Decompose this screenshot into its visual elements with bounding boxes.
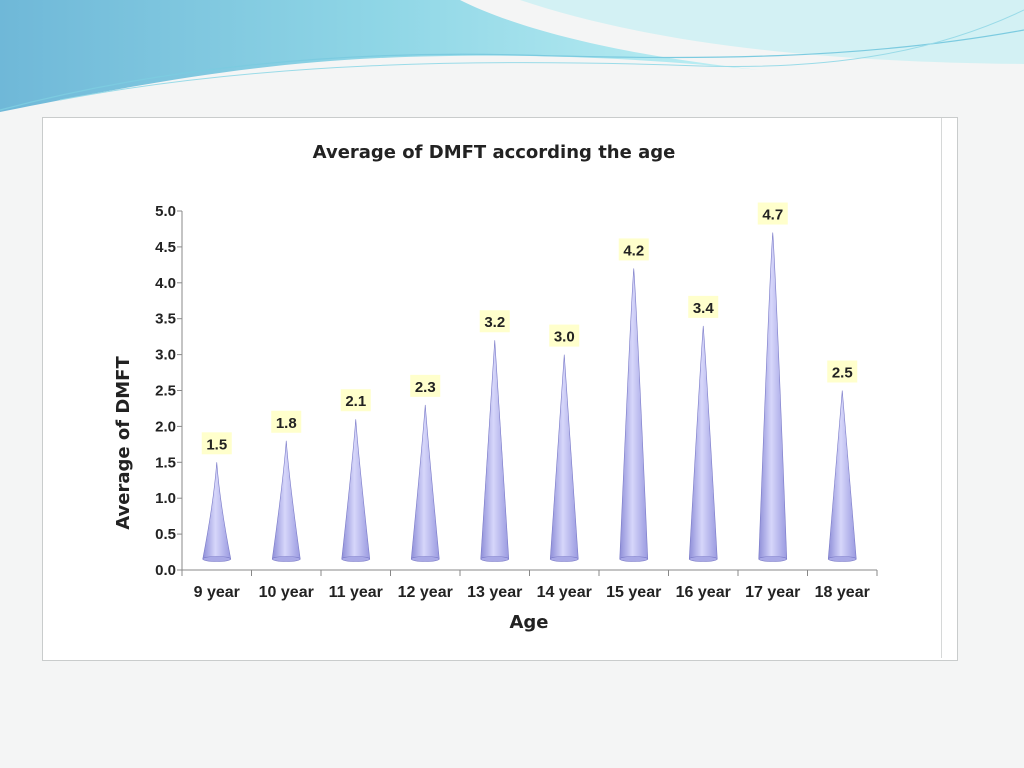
data-label: 1.5 <box>206 436 227 453</box>
y-tick-label: 3.0 <box>155 347 176 364</box>
y-axis-title: Average of DMFT <box>113 356 134 530</box>
y-tick-label: 4.0 <box>155 275 176 292</box>
cone-shape <box>410 404 440 562</box>
x-tick-label: 17 year <box>745 584 800 601</box>
y-tick-label: 3.5 <box>155 311 176 328</box>
data-label: 2.1 <box>345 393 366 410</box>
cone-base <box>549 556 579 562</box>
data-label-box <box>479 310 510 333</box>
x-tick-label: 11 year <box>329 584 383 601</box>
x-tick-label: 10 year <box>259 584 314 601</box>
y-tick-label: 0.0 <box>155 562 176 579</box>
cone-base <box>480 556 510 562</box>
y-tick-label: 5.0 <box>155 203 176 220</box>
cone-bar <box>688 325 718 562</box>
cone-base <box>202 556 232 562</box>
x-tick-label: 16 year <box>676 584 731 601</box>
y-tick-label: 1.0 <box>155 490 176 507</box>
cone-base <box>758 556 788 562</box>
cone-bar <box>271 440 301 562</box>
y-tick-label: 2.0 <box>155 418 176 435</box>
data-label-box <box>201 432 232 455</box>
cone-bar <box>549 354 579 562</box>
y-tick-label: 4.5 <box>155 239 176 256</box>
y-tick-label: 1.5 <box>155 454 176 471</box>
cone-shape <box>758 232 788 562</box>
cone-shape <box>341 419 371 562</box>
chart-title: Average of DMFT according the age <box>313 142 676 163</box>
axes: 0.0 0.5 1.0 1.5 2.0 2.5 3.0 3.5 4.0 4.5 5.0 9 year 1… <box>155 203 878 601</box>
data-label-box <box>410 374 441 397</box>
bar-chart: Average of DMFT according the age Age Av… <box>113 142 878 633</box>
cone-shape <box>619 268 649 562</box>
cone-bar <box>827 390 857 562</box>
cone-base <box>619 556 649 562</box>
cone-shape <box>549 354 579 562</box>
cone-shape <box>480 340 510 562</box>
data-label-box <box>549 324 580 347</box>
cone-bar <box>619 268 649 562</box>
cone-shape <box>271 440 301 562</box>
data-label: 4.7 <box>762 207 783 224</box>
cone-bar <box>480 340 510 562</box>
data-label: 3.4 <box>693 300 715 317</box>
data-labels: 1.5 1.8 2.1 2.3 3.2 3.0 4.2 3.4 4.7 2.5 <box>201 202 858 455</box>
cone-bar <box>410 404 440 562</box>
x-tick-label: 13 year <box>467 584 522 601</box>
cone-shape <box>688 325 718 562</box>
data-label: 3.2 <box>484 314 505 331</box>
x-axis-title: Age <box>509 612 548 633</box>
cone-bar <box>341 419 371 562</box>
x-tick-label: 12 year <box>398 584 453 601</box>
bars <box>202 232 857 562</box>
cone-bar <box>202 462 232 562</box>
cone-base <box>410 556 440 562</box>
data-label: 2.3 <box>415 379 436 396</box>
cone-base <box>827 556 857 562</box>
x-tick-label: 9 year <box>194 584 240 601</box>
cone-base <box>271 556 301 562</box>
data-label-box <box>757 202 788 225</box>
data-label: 2.5 <box>832 365 853 382</box>
chart-area: Average of DMFT according the age Age Av… <box>57 118 942 658</box>
data-label: 4.2 <box>623 242 644 259</box>
x-tick-label: 14 year <box>537 584 592 601</box>
y-tick-label: 0.5 <box>155 526 176 543</box>
y-tick-label: 2.5 <box>155 383 176 400</box>
cone-base <box>341 556 371 562</box>
chart-frame: Average of DMFT according the age Age Av… <box>42 117 958 661</box>
x-tick-label: 18 year <box>815 584 870 601</box>
data-label: 1.8 <box>276 415 297 432</box>
x-tick-label: 15 year <box>606 584 661 601</box>
data-label-box <box>618 238 649 261</box>
data-label: 3.0 <box>554 329 575 346</box>
data-label-box <box>271 410 302 433</box>
cone-shape <box>202 462 232 562</box>
data-label-box <box>688 295 719 318</box>
cone-bar <box>758 232 788 562</box>
data-label-box <box>340 389 371 412</box>
cone-base <box>688 556 718 562</box>
data-label-box <box>827 360 858 383</box>
cone-shape <box>827 390 857 562</box>
header-wave-decoration <box>0 0 1024 112</box>
